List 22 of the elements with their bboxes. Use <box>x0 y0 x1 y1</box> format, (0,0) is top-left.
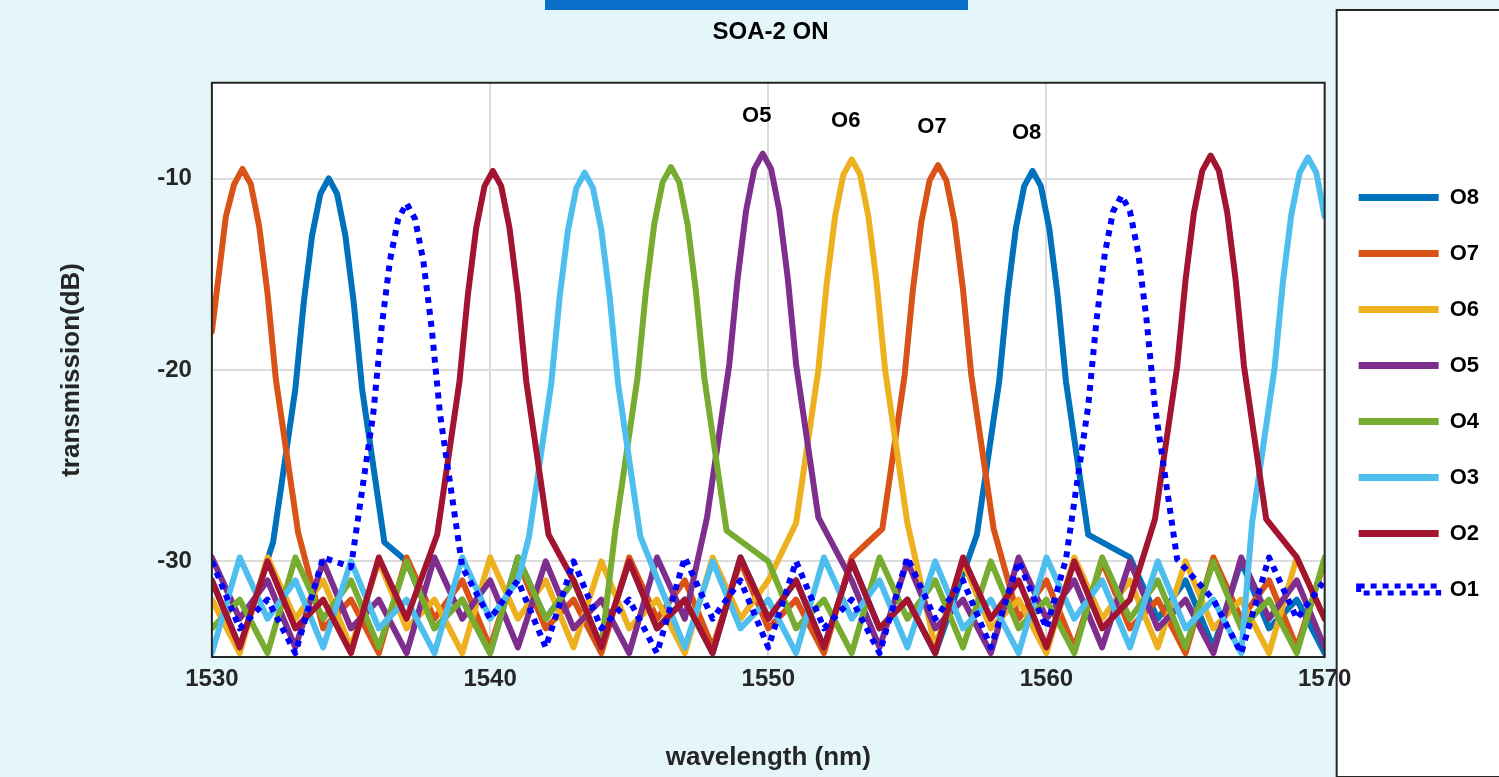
y-axis-title: transmission(dB) <box>54 262 85 477</box>
annotation: O8 <box>1011 118 1042 144</box>
y-tick-label: -30 <box>157 545 192 573</box>
legend-label: O5 <box>1449 351 1480 377</box>
x-axis-title: wavelength (nm) <box>664 740 871 771</box>
annotation: O7 <box>917 113 947 139</box>
chart-title: SOA-2 ON <box>712 17 829 45</box>
x-tick-label: 1530 <box>185 664 239 692</box>
x-tick-label: 1560 <box>1019 664 1074 692</box>
y-tick-label: -20 <box>157 354 192 382</box>
legend-label: O2 <box>1449 519 1480 545</box>
annotation: O5 <box>742 101 772 127</box>
x-tick-label: 1540 <box>463 664 517 692</box>
legend-label: O6 <box>1449 295 1480 321</box>
legend-label: O8 <box>1449 183 1480 209</box>
y-tick-label: -10 <box>157 163 192 191</box>
legend-label: O1 <box>1449 575 1480 601</box>
legend-label: O3 <box>1449 463 1480 489</box>
annotation: O6 <box>831 107 861 133</box>
legend-label: O7 <box>1449 239 1480 265</box>
x-tick-label: 1550 <box>741 664 795 692</box>
legend-label: O4 <box>1449 407 1480 433</box>
